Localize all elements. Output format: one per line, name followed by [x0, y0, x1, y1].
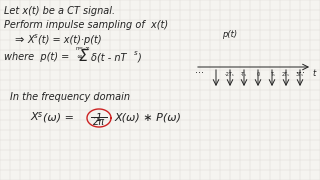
Text: 1: 1	[96, 113, 102, 123]
Text: ∞: ∞	[76, 54, 82, 60]
Text: p(t): p(t)	[222, 30, 237, 39]
Text: X: X	[27, 35, 34, 45]
Text: -2Tₛ: -2Tₛ	[225, 72, 235, 77]
Text: -Tₛ: -Tₛ	[241, 72, 247, 77]
Text: Perform impulse sampling of  x(t): Perform impulse sampling of x(t)	[4, 20, 168, 30]
Text: s: s	[34, 33, 38, 39]
Text: 0: 0	[256, 72, 260, 77]
Text: ...: ...	[195, 65, 204, 75]
Text: ⇒: ⇒	[14, 35, 23, 45]
Text: X(ω) ∗ P(ω): X(ω) ∗ P(ω)	[114, 112, 181, 122]
Text: (ω) =: (ω) =	[43, 112, 74, 122]
Text: Tₛ: Tₛ	[269, 72, 275, 77]
Text: δ(t - nT: δ(t - nT	[91, 52, 126, 62]
Text: where  p(t) =: where p(t) =	[4, 52, 69, 62]
Text: 2Tₛ: 2Tₛ	[282, 72, 290, 77]
Text: t: t	[312, 69, 315, 78]
Text: ...: ...	[296, 65, 305, 75]
Text: s: s	[134, 50, 138, 56]
Text: n=-∞: n=-∞	[76, 46, 91, 51]
Text: 2π: 2π	[93, 117, 105, 127]
Text: Let x(t) be a CT signal.: Let x(t) be a CT signal.	[4, 6, 115, 16]
Text: s: s	[38, 110, 42, 119]
Text: X: X	[30, 112, 38, 122]
Text: ): )	[138, 52, 142, 62]
Text: Σ: Σ	[79, 49, 89, 64]
Text: 3Tₛ: 3Tₛ	[296, 72, 304, 77]
Text: In the frequency domain: In the frequency domain	[10, 92, 130, 102]
Text: (t) = x(t)·p(t): (t) = x(t)·p(t)	[38, 35, 102, 45]
